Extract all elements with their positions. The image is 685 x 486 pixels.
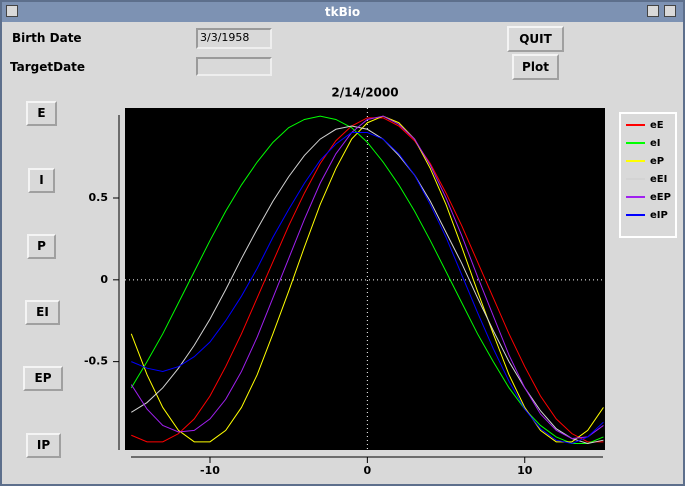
side-button[interactable]: E <box>26 101 57 126</box>
legend-label: eI <box>650 138 661 149</box>
legend-label: eP <box>650 156 664 167</box>
x-tick-label: -10 <box>200 464 220 477</box>
quit-button[interactable]: QUIT <box>507 26 564 52</box>
legend-box <box>619 112 677 238</box>
maximize-button[interactable] <box>664 5 676 17</box>
series-line <box>131 132 604 444</box>
plot-button[interactable]: Plot <box>512 54 559 80</box>
series-line <box>130 115 604 443</box>
birth-date-label: Birth Date <box>12 31 82 45</box>
side-button[interactable]: IP <box>26 433 61 458</box>
side-button[interactable]: I <box>28 168 55 193</box>
x-tick-label: 10 <box>517 464 533 477</box>
minimize-button[interactable] <box>647 5 659 17</box>
target-date-label: TargetDate <box>10 60 86 74</box>
window-menu-button[interactable] <box>6 5 18 17</box>
plot-area <box>125 108 605 450</box>
side-button[interactable]: EI <box>25 300 60 325</box>
x-tick-label: 0 <box>364 464 372 477</box>
series-line <box>130 115 604 440</box>
target-date-input[interactable] <box>196 57 272 76</box>
y-tick-label: 0 <box>100 273 108 286</box>
legend-label: eE <box>650 120 664 131</box>
side-button[interactable]: P <box>27 234 56 259</box>
chart-title: 2/14/2000 <box>331 86 398 100</box>
window-title: tkBio <box>324 5 361 19</box>
side-button[interactable]: EP <box>23 366 63 391</box>
series-line <box>131 117 604 443</box>
birth-date-input[interactable]: 3/3/1958 <box>196 28 272 49</box>
legend-label: eEI <box>650 174 667 185</box>
y-tick-label: 0.5 <box>89 191 109 204</box>
title-bar: tkBio <box>2 2 683 22</box>
legend-label: eEP <box>650 192 671 203</box>
y-tick-label: -0.5 <box>84 355 108 368</box>
legend-label: eIP <box>650 210 668 221</box>
